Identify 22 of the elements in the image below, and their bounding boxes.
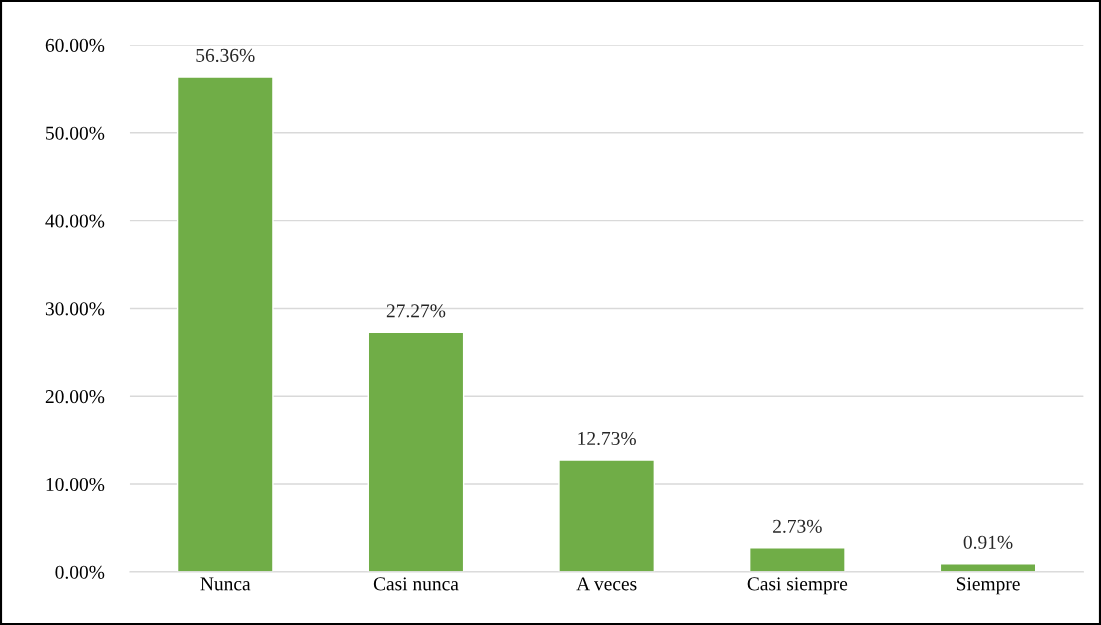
data-label: 27.27%	[386, 304, 446, 318]
y-tick-label: 10.00%	[46, 477, 105, 492]
y-tick-label: 40.00%	[45, 214, 105, 228]
y-tick-label: 0.00%	[55, 565, 105, 579]
data-label: 56.36%	[196, 48, 255, 62]
data-label: 2.73%	[773, 519, 822, 533]
x-tick-label: Siempre	[956, 577, 1020, 595]
x-tick-label: Casi nunca	[373, 577, 459, 591]
y-tick-label: 50.00%	[46, 126, 105, 140]
bar	[176, 76, 274, 572]
x-tick-label: Nunca	[200, 577, 251, 591]
y-tick-label: 30.00%	[45, 302, 105, 316]
bar	[939, 563, 1037, 572]
bar	[367, 331, 465, 572]
x-tick-label: A veces	[576, 577, 637, 591]
data-label: 12.73%	[578, 431, 636, 446]
bar	[558, 459, 656, 572]
y-tick-label: 60.00%	[45, 38, 105, 53]
data-label: 0.91%	[963, 535, 1013, 549]
y-tick-label: 20.00%	[45, 390, 105, 404]
bar	[748, 547, 846, 572]
x-tick-label: Casi siempre	[747, 577, 848, 595]
